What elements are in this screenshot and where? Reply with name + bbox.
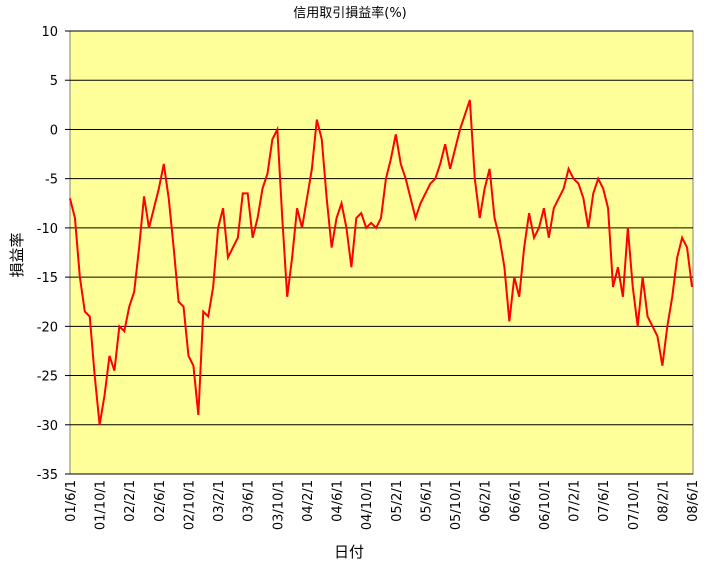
y-tick-label: -35 <box>37 468 58 483</box>
plot-area <box>69 30 694 475</box>
y-tick-label: -25 <box>37 370 58 385</box>
y-tick-label: 10 <box>41 25 58 40</box>
x-tick-label: 07/6/1 <box>597 480 612 522</box>
x-tick-label: 06/2/1 <box>479 480 494 522</box>
y-tick-label: -20 <box>37 320 58 335</box>
y-tick-label: -5 <box>45 173 58 188</box>
x-tick-label: 01/6/1 <box>64 480 79 522</box>
x-tick-label: 08/2/1 <box>656 480 671 522</box>
x-tick-label: 05/2/1 <box>390 480 405 522</box>
y-tick-label: 0 <box>50 123 58 138</box>
x-tick-label: 04/6/1 <box>331 480 346 522</box>
x-tick-label: 02/10/1 <box>182 480 197 530</box>
chart-title: 信用取引損益率(%) <box>293 5 407 21</box>
x-tick-label: 03/10/1 <box>271 480 286 530</box>
x-tick-label: 03/6/1 <box>242 480 257 522</box>
y-tick-label: -30 <box>37 419 58 434</box>
x-tick-label: 07/10/1 <box>627 480 642 530</box>
y-tick-label: -15 <box>37 271 58 286</box>
x-tick-label: 05/6/1 <box>419 480 434 522</box>
x-tick-label: 03/2/1 <box>212 480 227 522</box>
x-tick-label: 06/6/1 <box>508 480 523 522</box>
x-tick-label: 04/2/1 <box>301 480 316 522</box>
x-tick-label: 06/10/1 <box>538 480 553 530</box>
x-tick-label: 05/10/1 <box>449 480 464 530</box>
y-tick-label: -10 <box>37 222 58 237</box>
x-axis-label: 日付 <box>334 543 364 561</box>
x-tick-label: 08/6/1 <box>686 480 701 522</box>
x-tick-label: 02/6/1 <box>153 480 168 522</box>
x-tick-label: 04/10/1 <box>360 480 375 530</box>
y-tick-label: 5 <box>50 74 58 89</box>
x-tick-label: 02/2/1 <box>123 480 138 522</box>
x-tick-label: 01/10/1 <box>94 480 109 530</box>
line-series <box>69 99 693 425</box>
y-axis-label: 損益率 <box>8 232 26 277</box>
x-tick-label: 07/2/1 <box>568 480 583 522</box>
